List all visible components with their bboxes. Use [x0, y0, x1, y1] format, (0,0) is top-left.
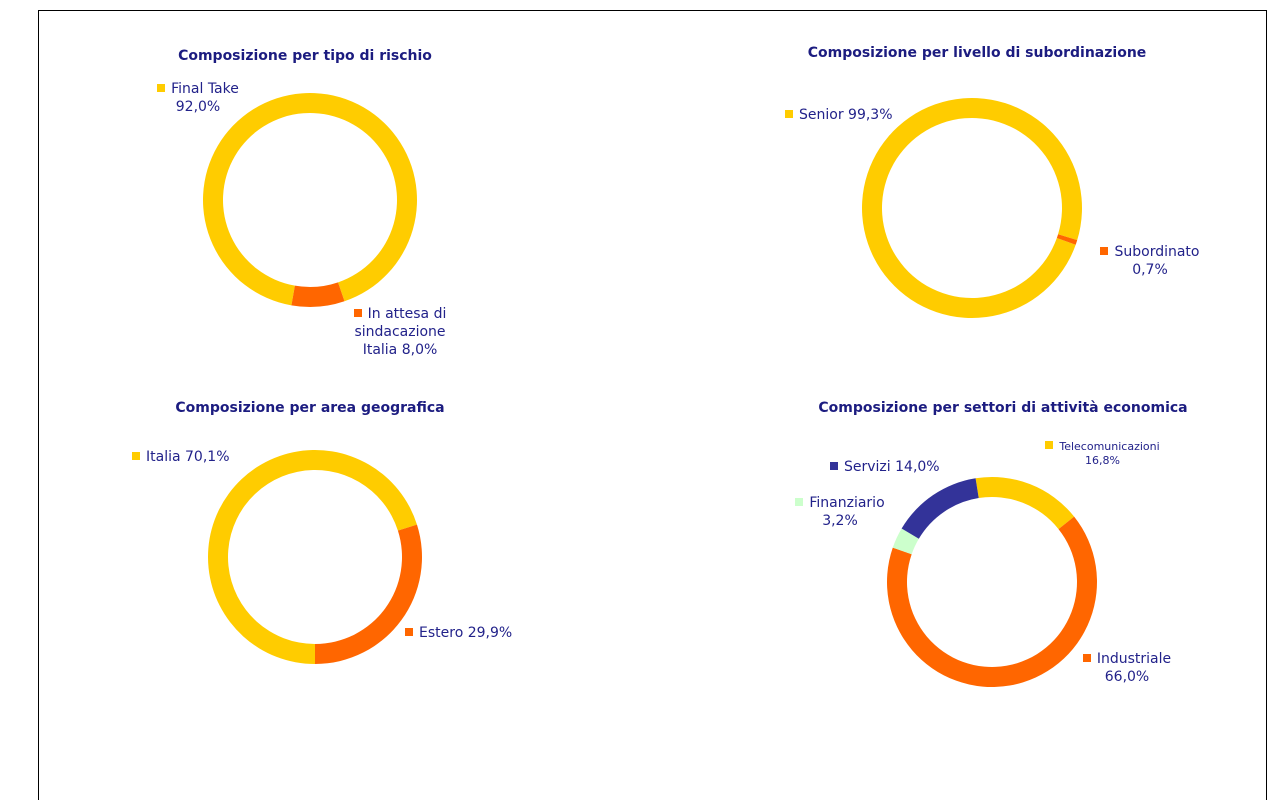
- slice-label: Finanziario 3,2%: [790, 494, 890, 530]
- slice-label: Estero 29,9%: [405, 624, 512, 642]
- category-label: Finanziario: [809, 495, 885, 511]
- donut-slice: [901, 478, 979, 539]
- value-label: 92,0%: [175, 99, 221, 115]
- value-label: 14,0%: [895, 459, 940, 475]
- frame: [38, 10, 1267, 800]
- category-label: Subordinato: [1114, 244, 1200, 260]
- donut-slice: [202, 92, 417, 306]
- legend-swatch: [353, 309, 362, 317]
- legend-swatch: [157, 84, 166, 92]
- legend-swatch: [830, 462, 838, 470]
- category-label: Estero: [419, 625, 464, 641]
- value-label: 66,0%: [1104, 669, 1150, 685]
- category-label: Servizi: [844, 459, 891, 475]
- chart-title: Composizione per area geografica: [175, 400, 445, 416]
- legend-swatch: [405, 628, 413, 636]
- chart-title: Composizione per settori di attività eco…: [818, 400, 1188, 416]
- slice-label: Industriale 66,0%: [1072, 650, 1182, 686]
- donut-slice: [975, 477, 1075, 530]
- category-label: Telecomunicazioni: [1059, 440, 1160, 453]
- value-label: 3,2%: [822, 513, 858, 529]
- value-label: 8,0%: [401, 342, 438, 358]
- legend-swatch: [1045, 441, 1054, 449]
- donut-slice: [861, 98, 1082, 319]
- value-label: 70,1%: [185, 449, 230, 465]
- slice-label: Telecomunicazioni 16,8%: [1040, 440, 1165, 468]
- category-label: In attesa di sindacazione Italia: [354, 306, 447, 358]
- slice-label: Subordinato 0,7%: [1095, 243, 1205, 279]
- slice-label: Servizi 14,0%: [830, 458, 940, 476]
- donut-slice: [892, 528, 919, 555]
- slice-label: Final Take 92,0%: [148, 80, 248, 116]
- category-label: Italia: [146, 449, 181, 465]
- value-label: 99,3%: [848, 107, 893, 123]
- category-label: Industriale: [1096, 651, 1172, 667]
- legend-swatch: [132, 452, 140, 460]
- legend-swatch: [795, 498, 804, 506]
- slice-label: Senior 99,3%: [785, 106, 893, 124]
- category-label: Senior: [799, 107, 844, 123]
- donut-slice: [291, 282, 345, 307]
- legend-swatch: [1082, 654, 1091, 662]
- chart-title: Composizione per livello di subordinazio…: [807, 45, 1147, 61]
- value-label: 16,8%: [1085, 454, 1120, 467]
- donut-slice: [887, 516, 1097, 687]
- value-label: 0,7%: [1132, 262, 1168, 278]
- chart-title: Composizione per tipo di rischio: [178, 48, 432, 64]
- slice-label: In attesa di sindacazione Italia 8,0%: [340, 305, 460, 359]
- category-label: Final Take: [171, 81, 239, 97]
- donut-slice: [1056, 234, 1078, 245]
- donut-slice: [315, 524, 422, 664]
- legend-swatch: [785, 110, 793, 118]
- value-label: 29,9%: [467, 625, 513, 641]
- slice-label: Italia 70,1%: [132, 448, 230, 466]
- legend-swatch: [1100, 247, 1109, 255]
